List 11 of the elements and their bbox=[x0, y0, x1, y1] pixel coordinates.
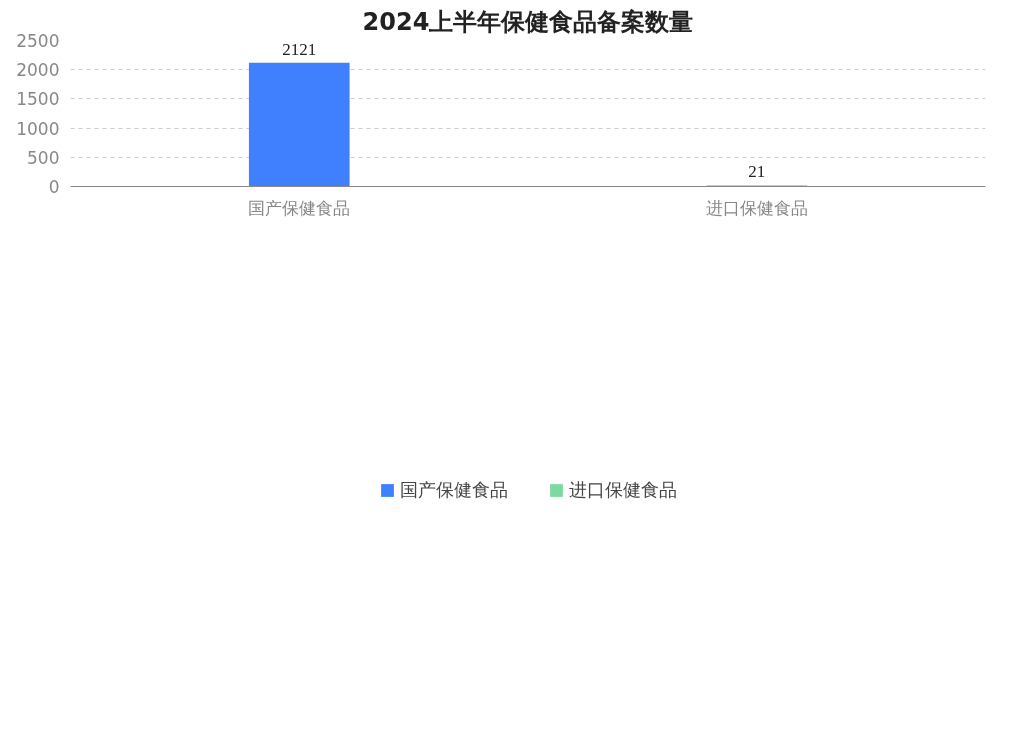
y-tick-label: 2500 bbox=[16, 31, 60, 51]
y-tick-label: 1000 bbox=[16, 118, 60, 139]
data-label: 2121 bbox=[282, 39, 317, 59]
legend-label: 进口保健食品 bbox=[568, 478, 677, 502]
chart-title: 2024上半年保健食品备案数量 bbox=[362, 7, 694, 36]
data-label: 21 bbox=[748, 162, 766, 182]
y-tick-label: 0 bbox=[48, 177, 60, 197]
y-tick-label: 2000 bbox=[16, 60, 60, 81]
y-tick-label: 1500 bbox=[16, 89, 60, 110]
legend-label: 国产保健食品 bbox=[399, 478, 508, 502]
y-tick-label: 500 bbox=[27, 147, 60, 168]
